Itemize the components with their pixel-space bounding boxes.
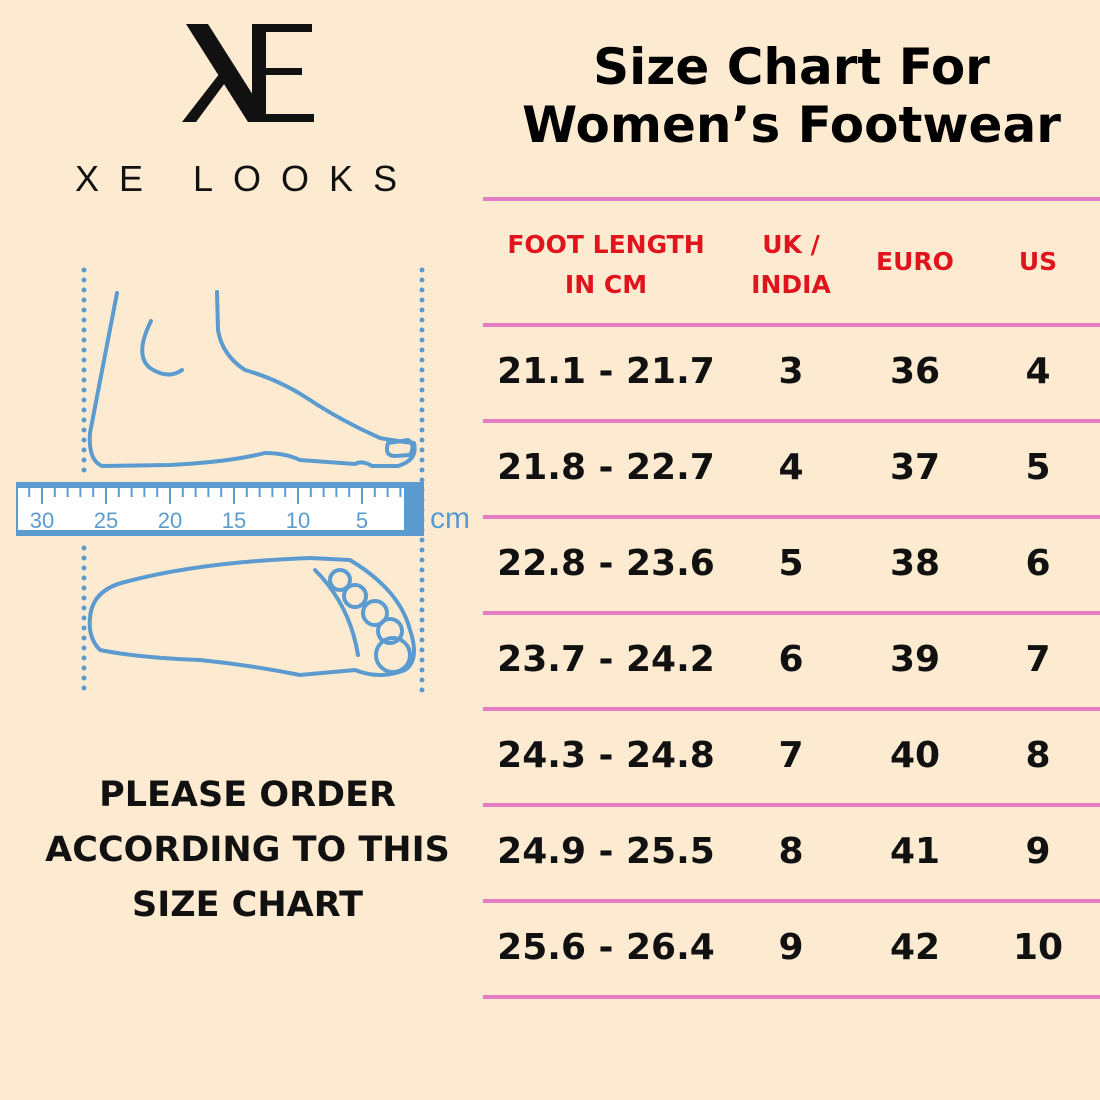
table-cell: 6 — [1025, 543, 1051, 584]
row-divider — [483, 515, 1100, 519]
note-line: ACCORDING TO THIS — [45, 830, 450, 870]
header-line: IN CM — [564, 270, 648, 299]
title-line: Women’s Footwear — [522, 96, 1061, 154]
table-cell: 38 — [889, 543, 941, 584]
column-header: US — [1019, 242, 1057, 282]
brand-name: XE LOOKS — [75, 158, 418, 199]
header-line: US — [1018, 247, 1058, 276]
table-cell: 37 — [889, 447, 941, 488]
table-cell: 21.8 - 22.7 — [497, 447, 715, 488]
table-cell: 3 — [778, 351, 804, 392]
row-divider — [483, 995, 1100, 999]
table-cell: 22.8 - 23.6 — [497, 543, 715, 584]
table-cell: 4 — [778, 447, 804, 488]
row-divider — [483, 707, 1100, 711]
table-cell: 23.7 - 24.2 — [497, 639, 715, 680]
header-line: EURO — [876, 247, 954, 276]
row-divider — [483, 197, 1100, 201]
header-line: INDIA — [751, 270, 831, 299]
ruler-label: 15 — [222, 508, 246, 533]
column-header: EURO — [876, 242, 954, 282]
table-cell: 24.9 - 25.5 — [497, 831, 715, 872]
note-line: SIZE CHART — [131, 885, 364, 925]
table-cell: 7 — [1025, 639, 1051, 680]
side-foot-icon — [87, 290, 417, 468]
row-divider — [483, 419, 1100, 423]
table-cell: 36 — [889, 351, 941, 392]
ruler-label: 30 — [30, 508, 54, 533]
xe-logo — [182, 24, 314, 122]
page-title: Size Chart For Women’s Footwear — [483, 38, 1100, 154]
row-divider — [483, 323, 1100, 327]
table-cell: 9 — [778, 927, 804, 968]
table-cell: 40 — [889, 735, 941, 776]
unit-label: cm — [430, 502, 470, 535]
table-cell: 25.6 - 26.4 — [497, 927, 715, 968]
table-cell: 5 — [778, 543, 804, 584]
table-cell: 39 — [889, 639, 941, 680]
order-note: PLEASE ORDER ACCORDING TO THIS SIZE CHAR… — [20, 768, 475, 933]
header-line: UK / — [762, 230, 820, 259]
guide-lines — [81, 267, 425, 699]
note-line: PLEASE ORDER — [99, 775, 396, 815]
foot-measure-diagram: 30 25 20 15 10 5 cm — [16, 267, 470, 699]
column-header: UK / INDIA — [751, 225, 831, 305]
column-header: FOOT LENGTH IN CM — [507, 225, 704, 305]
table-cell: 10 — [1012, 927, 1064, 968]
ruler-label: 5 — [356, 508, 368, 533]
ruler-label: 25 — [94, 508, 118, 533]
table-cell: 5 — [1025, 447, 1051, 488]
title-line: Size Chart For — [593, 38, 990, 96]
table-cell: 8 — [778, 831, 804, 872]
table-cell: 9 — [1025, 831, 1051, 872]
table-cell: 7 — [778, 735, 804, 776]
table-cell: 8 — [1025, 735, 1051, 776]
row-divider — [483, 803, 1100, 807]
table-cell: 41 — [889, 831, 941, 872]
table-cell: 4 — [1025, 351, 1051, 392]
row-divider — [483, 899, 1100, 903]
table-cell: 6 — [778, 639, 804, 680]
header-line: FOOT LENGTH — [507, 230, 705, 259]
ruler-label: 10 — [286, 508, 310, 533]
sole-foot-icon — [87, 556, 416, 677]
row-divider — [483, 611, 1100, 615]
table-cell: 42 — [889, 927, 941, 968]
table-cell: 24.3 - 24.8 — [497, 735, 715, 776]
ruler-label: 20 — [158, 508, 182, 533]
table-cell: 21.1 - 21.7 — [497, 351, 715, 392]
